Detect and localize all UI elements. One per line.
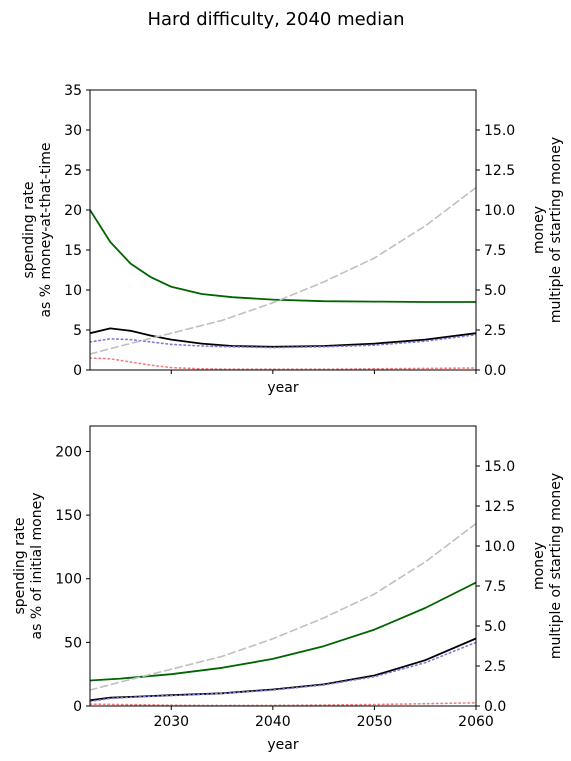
bottom-right-y-axis-label-line: multiple of starting money [548,473,564,659]
top-panel: year 0 5 10 15 20 25 30 35 0.0 2.5 5.0 7.5 10.0 12.5 15… [21,83,564,396]
top-series-dashed-4 [90,186,476,355]
top-left-y-tick-label: 25 [64,163,82,179]
bottom-right-y-tick-label: 12.5 [484,499,515,515]
bottom-series-dotted-3 [90,701,476,706]
bottom-axes-frame [89,425,477,707]
bottom-left-y-tick-label: 0 [73,699,82,715]
bottom-right-y-tick-label: 7.5 [484,579,506,595]
bottom-x-tick-label: 2050 [357,714,393,730]
top-left-y-tick-label: 0 [73,363,82,379]
bottom-left-y-tick-label: 200 [55,444,82,460]
bottom-series-solid-1 [90,637,476,702]
top-series-dotted-2 [90,333,476,349]
bottom-left-y-axis-label-line: spending rate [12,517,28,614]
bottom-series-dashed-4 [90,522,476,691]
bottom-right-y-tick-label: 0.0 [484,699,506,715]
bottom-x-tick-label: 2040 [255,714,291,730]
bottom-left-y-axis-label: spending rateas % of initial money [12,493,45,640]
top-right-y-tick-label: 10.0 [484,203,515,219]
top-series-solid-0 [90,209,476,303]
bottom-series-solid-0 [90,581,476,682]
top-left-y-axis-label-line: as % money-at-that-time [38,142,54,317]
top-right-y-axis-label: moneymultiple of starting money [531,137,564,323]
top-axes-frame [89,89,477,371]
top-left-y-tick-label: 5 [73,323,82,339]
top-left-y-tick-label: 35 [64,83,82,99]
top-left-y-tick-label: 30 [64,123,82,139]
bottom-panel: 2030 2040 2050 2060 year 0 50 100 150 200 0.0 2.5 5.… [12,425,564,753]
top-series-dotted-3 [90,357,476,370]
top-right-y-axis-label-line: money [531,206,547,254]
top-left-y-tick-label: 15 [64,243,82,259]
bottom-right-y-tick-label: 10.0 [484,539,515,555]
bottom-series-dotted-2 [90,641,476,703]
top-left-y-axis-label-line: spending rate [21,181,37,278]
top-x-axis-label: year [267,380,298,396]
top-left-y-tick-label: 10 [64,283,82,299]
bottom-x-tick-label: 2060 [458,714,494,730]
top-right-y-tick-label: 12.5 [484,163,515,179]
bottom-left-y-tick-label: 50 [64,635,82,651]
bottom-left-y-tick-label: 150 [55,508,82,524]
bottom-right-y-axis-label-line: money [531,542,547,590]
top-right-y-tick-label: 5.0 [484,283,506,299]
bottom-left-y-axis-label-line: as % of initial money [29,493,45,640]
figure-title: Hard difficulty, 2040 median [147,9,404,30]
top-right-y-tick-label: 0.0 [484,363,506,379]
bottom-x-axis-label: year [267,737,298,753]
top-right-y-axis-label-line: multiple of starting money [548,137,564,323]
bottom-right-y-tick-label: 5.0 [484,619,506,635]
top-left-y-axis-label: spending rateas % money-at-that-time [21,142,54,317]
bottom-series-group [90,522,476,706]
top-series-group [90,186,476,370]
bottom-right-y-axis-label: moneymultiple of starting money [531,473,564,659]
top-left-y-tick-label: 20 [64,203,82,219]
top-right-y-tick-label: 7.5 [484,243,506,259]
bottom-left-y-tick-label: 100 [55,572,82,588]
top-series-solid-1 [90,327,476,348]
top-right-y-tick-label: 15.0 [484,123,515,139]
bottom-right-y-tick-label: 2.5 [484,659,506,675]
top-right-y-tick-label: 2.5 [484,323,506,339]
bottom-x-tick-label: 2030 [153,714,189,730]
bottom-right-y-tick-label: 15.0 [484,459,515,475]
